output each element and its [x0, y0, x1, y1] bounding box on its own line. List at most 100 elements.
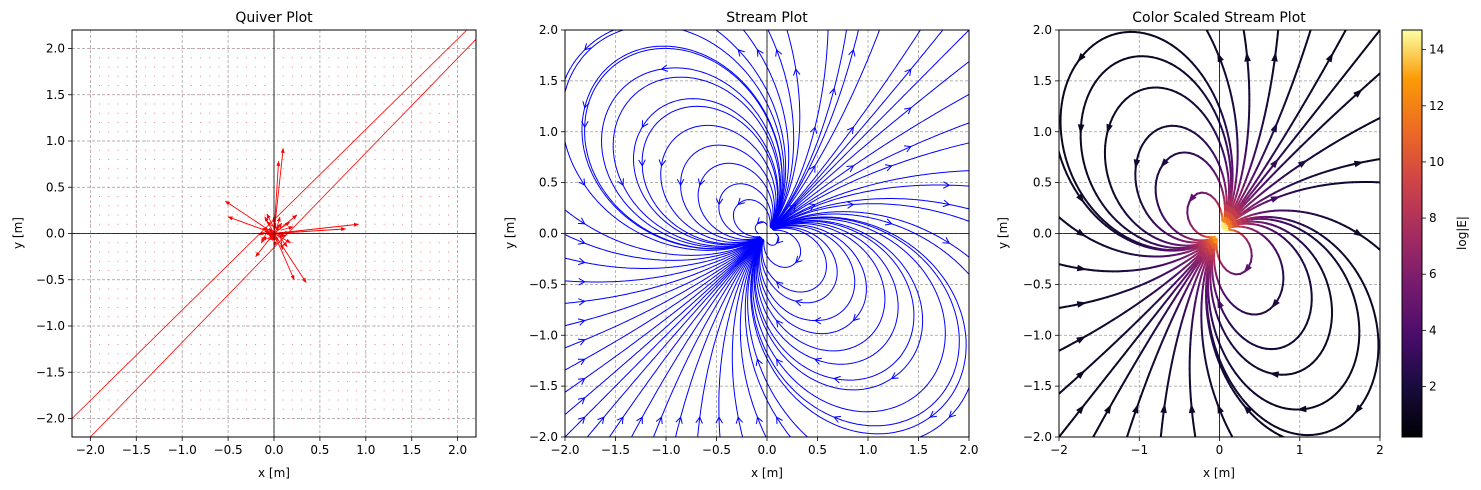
quiver-dot [291, 196, 293, 197]
quiver-dot [319, 168, 321, 170]
streamline-segment [1276, 30, 1280, 35]
quiver-dot [420, 362, 422, 364]
quiver-dot [108, 270, 110, 271]
quiver-dot [301, 122, 303, 123]
quiver-dot [236, 140, 238, 142]
x-tick-label: −2.0 [550, 443, 579, 457]
quiver-dot [392, 103, 394, 105]
streamline-arrow [597, 416, 605, 424]
quiver-dot [99, 122, 101, 123]
streamline-arrow [948, 410, 957, 418]
quiver-dot [99, 270, 101, 271]
quiver-dot [245, 223, 247, 225]
quiver-dot [236, 94, 238, 96]
quiver-dot [310, 260, 312, 262]
quiver-dot [126, 140, 128, 142]
quiver-dot [365, 186, 367, 188]
quiver-dot [108, 168, 110, 170]
quiver-dot [135, 186, 137, 188]
quiver-dot [89, 316, 91, 318]
quiver-dot [411, 297, 413, 299]
quiver-dot [227, 316, 229, 318]
quiver-dot [117, 223, 119, 225]
quiver-dot [89, 85, 91, 86]
quiver-dot [310, 48, 312, 49]
quiver-dot [108, 223, 110, 225]
streamline-segment [1260, 122, 1264, 130]
streamline-segment [1212, 283, 1217, 292]
quiver-dot [310, 168, 312, 170]
quiver-dot [135, 177, 137, 179]
quiver-dot [402, 408, 404, 410]
quiver-dot [236, 316, 238, 318]
quiver-dot [291, 75, 293, 77]
quiver-dot [236, 122, 238, 123]
streamline-arrow [675, 416, 683, 424]
quiver-dot [264, 159, 266, 160]
streamline-segment [1213, 264, 1217, 273]
y-tick-label: 1.5 [1033, 74, 1052, 88]
quiver-dot [209, 260, 211, 262]
streamline-segment [1244, 147, 1248, 156]
stream-panel: Stream Plot −2.0 −1.5 −1.0 −0.5 0.0 0.5 1.0 1.5… [503, 10, 979, 480]
quiver-dot [154, 131, 156, 133]
quiver-dot [227, 270, 229, 271]
quiver-dot [108, 196, 110, 197]
streamline [763, 229, 802, 268]
quiver-dot [209, 270, 211, 271]
quiver-dot [420, 186, 422, 188]
quiver-dot [383, 223, 385, 225]
quiver-dot [218, 353, 220, 355]
quiver-dot [291, 390, 293, 392]
streamline-segment [1244, 44, 1248, 53]
quiver-dot [328, 297, 330, 299]
quiver-dot [218, 381, 220, 382]
streamline-segment [1280, 283, 1285, 292]
quiver-dot [365, 390, 367, 392]
quiver-dot [310, 399, 312, 401]
quiver-dot [154, 168, 156, 170]
streamline-segment [1210, 293, 1215, 302]
quiver-dot [346, 371, 348, 373]
quiver-dot [218, 131, 220, 133]
quiver-dot [346, 214, 348, 216]
quiver-dot [218, 94, 220, 96]
quiver-dot [236, 353, 238, 355]
quiver-dot [227, 418, 229, 419]
streamline-arrow [1106, 123, 1113, 134]
quiver-dot [402, 149, 404, 151]
quiver-dot [402, 122, 404, 123]
quiver-dot [282, 140, 284, 142]
quiver-dot [411, 390, 413, 392]
quiver-dot [310, 205, 312, 207]
quiver-dot [291, 334, 293, 336]
quiver-dot [163, 168, 165, 170]
color-stream-panel: Color Scaled Stream Plot −2 −1 0 1 2−2.0−1.5… [996, 10, 1384, 480]
quiver-dot [356, 186, 358, 188]
quiver-dot [420, 223, 422, 225]
quiver-dot [392, 390, 394, 392]
quiver-dot [154, 149, 156, 151]
quiver-dot [264, 251, 266, 253]
quiver-dot [227, 371, 229, 373]
streamline-arrow [1188, 193, 1197, 204]
quiver-dot [236, 223, 238, 225]
streamline [771, 122, 969, 230]
quiver-dot [89, 168, 91, 170]
quiver-dot [135, 251, 137, 253]
quiver-dot [447, 325, 449, 327]
quiver-dot [301, 344, 303, 345]
quiver-dot [218, 186, 220, 188]
y-tick-label: −0.5 [529, 277, 558, 291]
quiver-dot [310, 307, 312, 308]
quiver-dot [402, 362, 404, 364]
quiver-dot [356, 75, 358, 77]
quiver-dot [163, 94, 165, 96]
quiver-dot [374, 362, 376, 364]
quiver-dot [438, 260, 440, 262]
quiver-dot [291, 186, 293, 188]
quiver-dot [392, 279, 394, 281]
quiver-dot [181, 140, 183, 142]
streamline-segment [1274, 44, 1278, 53]
quiver-dot [374, 334, 376, 336]
